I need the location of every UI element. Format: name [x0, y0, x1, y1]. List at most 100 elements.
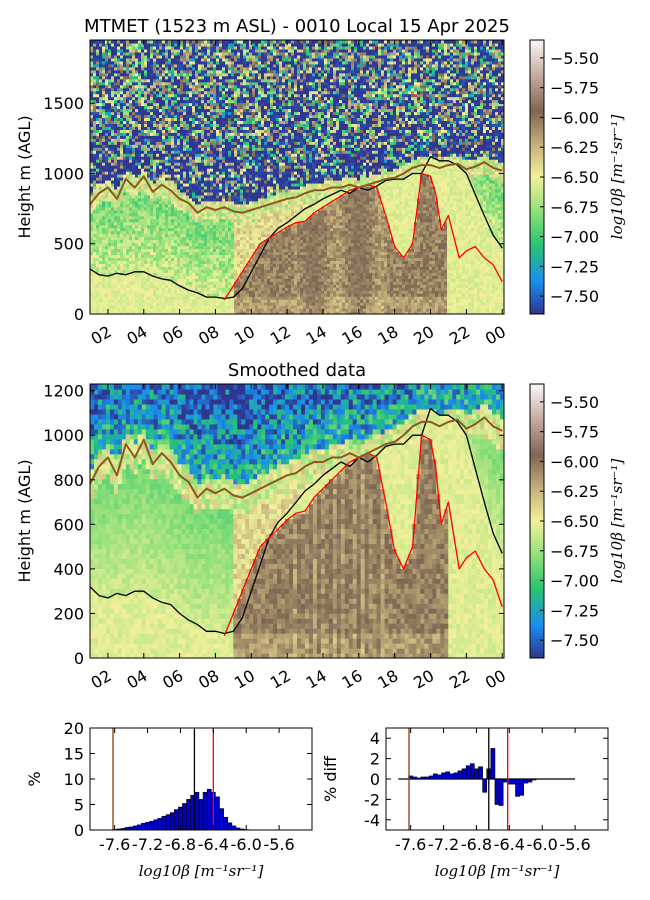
heatmap-cell — [132, 72, 136, 77]
heatmap-cell — [120, 114, 124, 119]
heatmap-cell — [150, 81, 154, 86]
heatmap-cell — [102, 266, 106, 270]
heatmap-cell — [153, 302, 157, 306]
heatmap-cell — [126, 114, 130, 119]
heatmap-cell — [117, 284, 121, 288]
heatmap-cell — [204, 275, 208, 279]
heatmap-cell — [186, 132, 190, 136]
heatmap-cell — [237, 218, 241, 223]
heatmap-cell — [108, 221, 112, 226]
heatmap-cell — [171, 302, 175, 306]
heatmap-cell — [168, 242, 172, 247]
heatmap-cell — [189, 105, 193, 110]
heatmap-cell — [153, 191, 157, 196]
heatmap-cell — [159, 69, 163, 74]
heatmap-cell — [222, 132, 226, 136]
heatmap-cell — [105, 272, 109, 276]
heatmap-cell — [201, 281, 205, 285]
heatmap-cell — [99, 239, 103, 244]
heatmap-cell — [120, 177, 124, 181]
heatmap-cell — [120, 224, 124, 229]
heatmap-cell — [138, 209, 142, 214]
heatmap-cell — [168, 203, 172, 208]
heatmap-cell — [243, 156, 247, 160]
heatmap-cell — [195, 212, 199, 217]
heatmap-cell — [228, 153, 232, 157]
heatmap-cell — [156, 311, 160, 314]
heatmap-cell — [201, 254, 205, 259]
heatmap-cell — [138, 51, 142, 56]
heatmap-cell — [150, 230, 154, 235]
heatmap-cell — [144, 293, 148, 297]
heatmap-cell — [174, 144, 178, 148]
heatmap-cell — [237, 111, 241, 116]
heatmap-cell — [123, 45, 127, 50]
heatmap-cell — [183, 218, 187, 223]
heatmap-cell — [243, 147, 247, 151]
heatmap-cell — [240, 269, 244, 273]
heatmap-cell — [234, 40, 238, 44]
heatmap-cell — [234, 165, 238, 169]
heatmap-cell — [195, 96, 199, 101]
heatmap-cell — [96, 263, 100, 267]
heatmap-cell — [108, 206, 112, 211]
heatmap-cell — [192, 159, 196, 163]
heatmap-cell — [246, 126, 250, 130]
heatmap-cell — [195, 153, 199, 157]
heatmap-cell — [90, 197, 94, 202]
heatmap-cell — [147, 84, 151, 89]
heatmap-cell — [249, 165, 253, 169]
heatmap-cell — [120, 45, 124, 50]
heatmap-cell — [153, 311, 157, 314]
heatmap-cell — [219, 159, 223, 163]
heatmap-cell — [222, 221, 226, 226]
heatmap-cell — [153, 132, 157, 136]
heatmap-cell — [93, 188, 97, 193]
heatmap-cell — [186, 117, 190, 122]
heatmap-cell — [237, 305, 241, 309]
heatmap-cell — [243, 78, 247, 83]
heatmap-cell — [141, 215, 145, 220]
heatmap-cell — [246, 153, 250, 157]
heatmap-cell — [177, 177, 181, 181]
heatmap-cell — [99, 78, 103, 83]
heatmap-cell — [222, 188, 226, 193]
heatmap-cell — [213, 45, 217, 50]
heatmap-cell — [213, 57, 217, 62]
heatmap-cell — [189, 93, 193, 98]
heatmap-cell — [186, 254, 190, 259]
heatmap-cell — [168, 162, 172, 166]
heatmap-cell — [204, 141, 208, 145]
heatmap-cell — [171, 69, 175, 74]
heatmap-cell — [165, 287, 169, 291]
heatmap-cell — [252, 299, 256, 303]
heatmap-cell — [159, 135, 163, 139]
heatmap-cell — [204, 188, 208, 193]
heatmap-cell — [129, 81, 133, 86]
heatmap-cell — [249, 129, 253, 133]
heatmap-cell — [198, 117, 202, 122]
heatmap-cell — [132, 221, 136, 226]
heatmap-cell — [126, 153, 130, 157]
heatmap-cell — [159, 75, 163, 80]
heatmap-cell — [237, 242, 241, 247]
heatmap-cell — [204, 72, 208, 77]
heatmap-cell — [222, 123, 226, 127]
heatmap-cell — [105, 54, 109, 59]
heatmap-cell — [180, 144, 184, 148]
heatmap-cell — [159, 188, 163, 193]
heatmap-cell — [120, 290, 124, 294]
heatmap-cell — [246, 102, 250, 107]
heatmap-cell — [219, 272, 223, 276]
heatmap-cell — [207, 60, 211, 65]
heatmap-cell — [105, 60, 109, 65]
heatmap-cell — [222, 63, 226, 68]
heatmap-cell — [186, 90, 190, 95]
heatmap-cell — [105, 209, 109, 214]
heatmap-cell — [210, 147, 214, 151]
heatmap-cell — [213, 215, 217, 220]
heatmap-cell — [189, 230, 193, 235]
heatmap-cell — [111, 81, 115, 86]
heatmap-cell — [192, 117, 196, 122]
heatmap-cell — [120, 120, 124, 124]
